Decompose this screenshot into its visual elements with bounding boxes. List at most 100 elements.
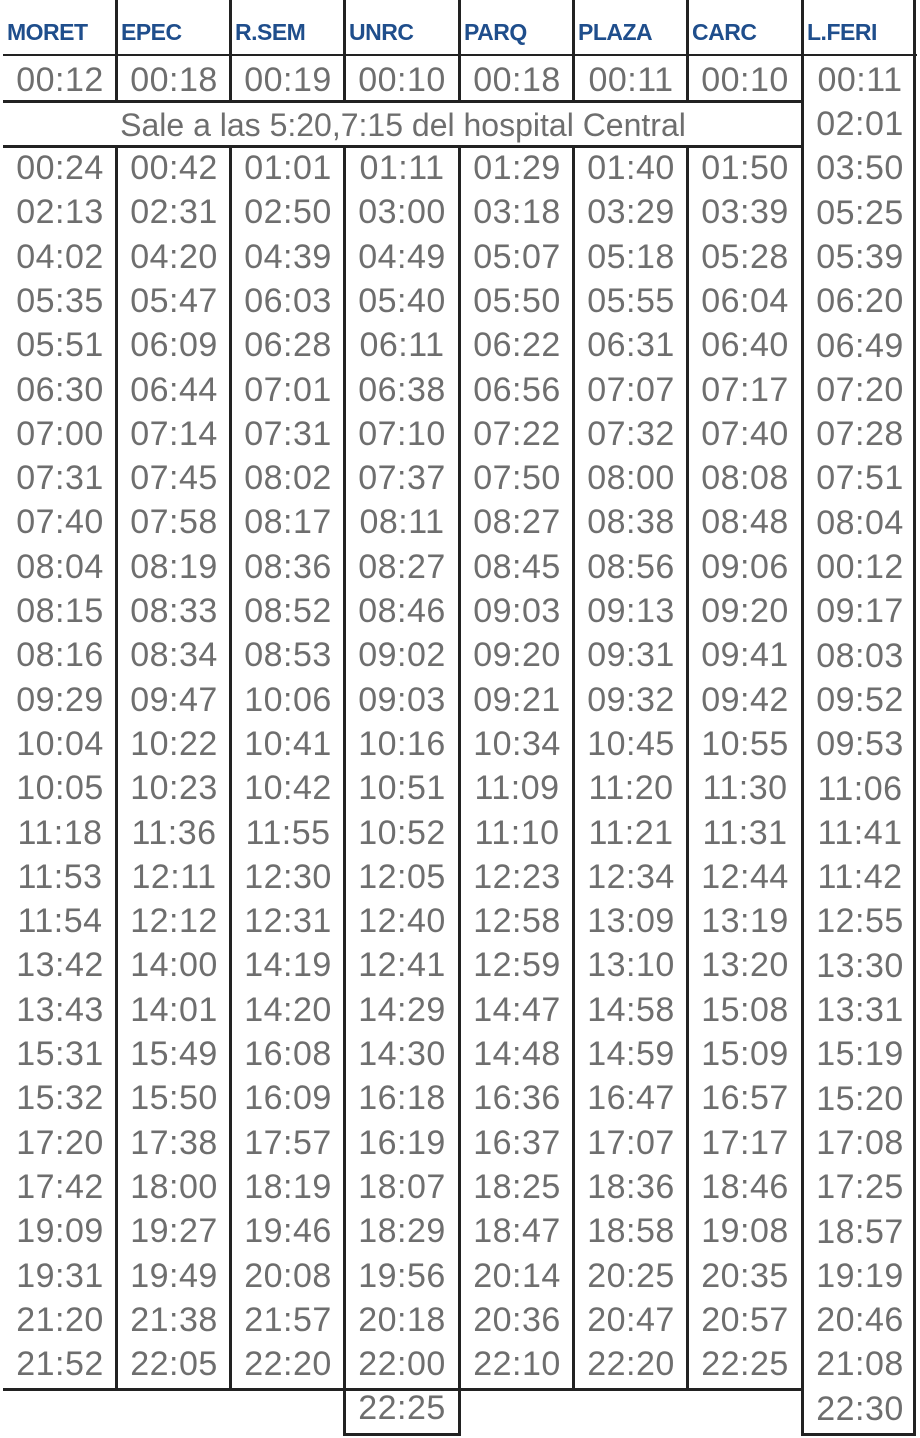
time-cell: 22:00 [358,1345,446,1384]
time-cell: 12:23 [473,857,561,896]
time-cell: 00:19 [244,61,332,99]
grid-line [343,1433,460,1436]
time-cell: 11:41 [817,813,903,852]
time-cell: 19:09 [16,1212,104,1251]
time-cell: 14:59 [587,1035,675,1073]
time-cell: 00:12 [816,548,904,586]
column-header: PARQ [460,0,574,56]
time-cell: 09:21 [473,680,561,719]
time-cell: 04:39 [244,237,332,276]
column-carc: CARC 00:10 01:50 03:39 05:28 06:04 06:40 07:17 0… [688,0,802,1438]
grid-line [458,146,461,1436]
time-cell: 09:52 [816,680,904,719]
time-cell: 00:24 [16,149,104,187]
time-cell: 10:22 [130,724,218,763]
time-cell: 20:35 [701,1256,789,1295]
time-cell: 06:56 [473,370,561,409]
time-cell: 10:34 [473,724,561,763]
time-cell: 08:36 [244,547,332,586]
time-cell: 08:38 [587,503,675,542]
time-cell: 07:31 [244,414,332,453]
time-cell: 08:00 [587,459,675,498]
time-cell: 04:49 [358,237,446,276]
time-cell: 07:37 [358,459,446,498]
time-cell: 10:05 [16,769,104,808]
grid-line [913,0,916,1436]
time-cell: 15:08 [701,990,789,1029]
time-cell: 14:47 [473,990,561,1029]
time-cell: 07:28 [816,415,904,454]
time-cell: 06:22 [473,326,561,365]
time-cell: 11:55 [245,813,331,852]
time-cell: 15:49 [130,1035,218,1073]
time-cell: 09:13 [587,592,675,630]
time-cell: 22:20 [244,1345,332,1384]
time-cell: 08:48 [701,503,789,542]
time-cell: 10:52 [358,813,446,852]
time-cell: 13:42 [16,946,104,985]
time-cell: 04:02 [16,237,104,276]
time-cell: 11:54 [17,902,103,941]
time-cell: 13:09 [587,902,675,941]
time-cell: 08:27 [473,503,561,542]
time-cell: 14:01 [130,990,218,1029]
time-cell: 10:42 [244,769,332,808]
time-cell: 15:20 [816,1079,904,1118]
time-cell: 14:58 [587,990,675,1029]
time-cell: 21:08 [816,1345,904,1384]
time-cell: 09:17 [816,592,904,631]
time-cell: 20:36 [473,1300,561,1339]
time-cell: 08:16 [16,636,104,675]
time-cell: 18:19 [244,1167,332,1206]
grid-line [115,0,118,102]
time-cell: 07:45 [130,459,218,498]
time-cell: 03:18 [473,193,561,232]
time-cell: 08:34 [130,636,218,675]
time-cell: 09:29 [16,680,104,719]
time-cell: 09:53 [816,725,904,764]
time-cell: 08:53 [244,636,332,675]
time-cell: 14:48 [473,1035,561,1073]
time-cell: 17:57 [244,1123,332,1162]
time-cell: 00:11 [588,61,674,99]
time-cell: 11:30 [702,769,788,808]
time-cell: 08:11 [359,503,445,542]
time-cell: 18:07 [358,1167,446,1206]
time-cell: 19:31 [16,1256,104,1295]
grid-line [229,146,232,1388]
time-cell: 05:39 [816,237,904,276]
time-cell: 00:11 [817,61,903,99]
time-cell: 13:43 [16,990,104,1029]
time-cell: 07:51 [816,459,904,498]
time-cell: 09:03 [473,592,561,630]
grid-line [229,0,232,102]
time-cell: 04:20 [130,237,218,276]
time-cell: 10:55 [701,724,789,763]
time-cell: 19:56 [358,1256,446,1295]
grid-line [572,146,575,1388]
time-cell: 07:40 [16,503,104,542]
time-cell: 07:20 [816,370,904,409]
time-cell: 15:09 [701,1035,789,1073]
time-cell: 06:31 [587,326,675,365]
time-cell: 02:01 [816,105,904,143]
time-cell: 18:47 [473,1212,561,1251]
column-header: EPEC [117,0,231,56]
time-cell: 02:31 [130,193,218,232]
time-cell: 11:42 [817,858,903,897]
time-cell: 13:10 [587,946,675,985]
time-cell: 17:07 [587,1123,675,1162]
time-cell: 08:04 [16,547,104,586]
time-cell: 10:16 [358,724,446,763]
time-cell: 12:59 [473,946,561,985]
time-cell: 11:31 [702,813,788,852]
time-cell: 08:33 [130,592,218,630]
column-rsem: R.SEM 00:19 01:01 02:50 04:39 06:03 06:28 07:01… [231,0,345,1438]
time-cell: 06:49 [816,326,904,365]
time-cell: 01:11 [359,149,445,187]
time-cell: 06:30 [16,370,104,409]
grid-line [3,145,803,148]
time-cell: 22:25 [358,1389,446,1428]
grid-line [343,146,346,1436]
time-cell: 11:09 [474,769,560,808]
